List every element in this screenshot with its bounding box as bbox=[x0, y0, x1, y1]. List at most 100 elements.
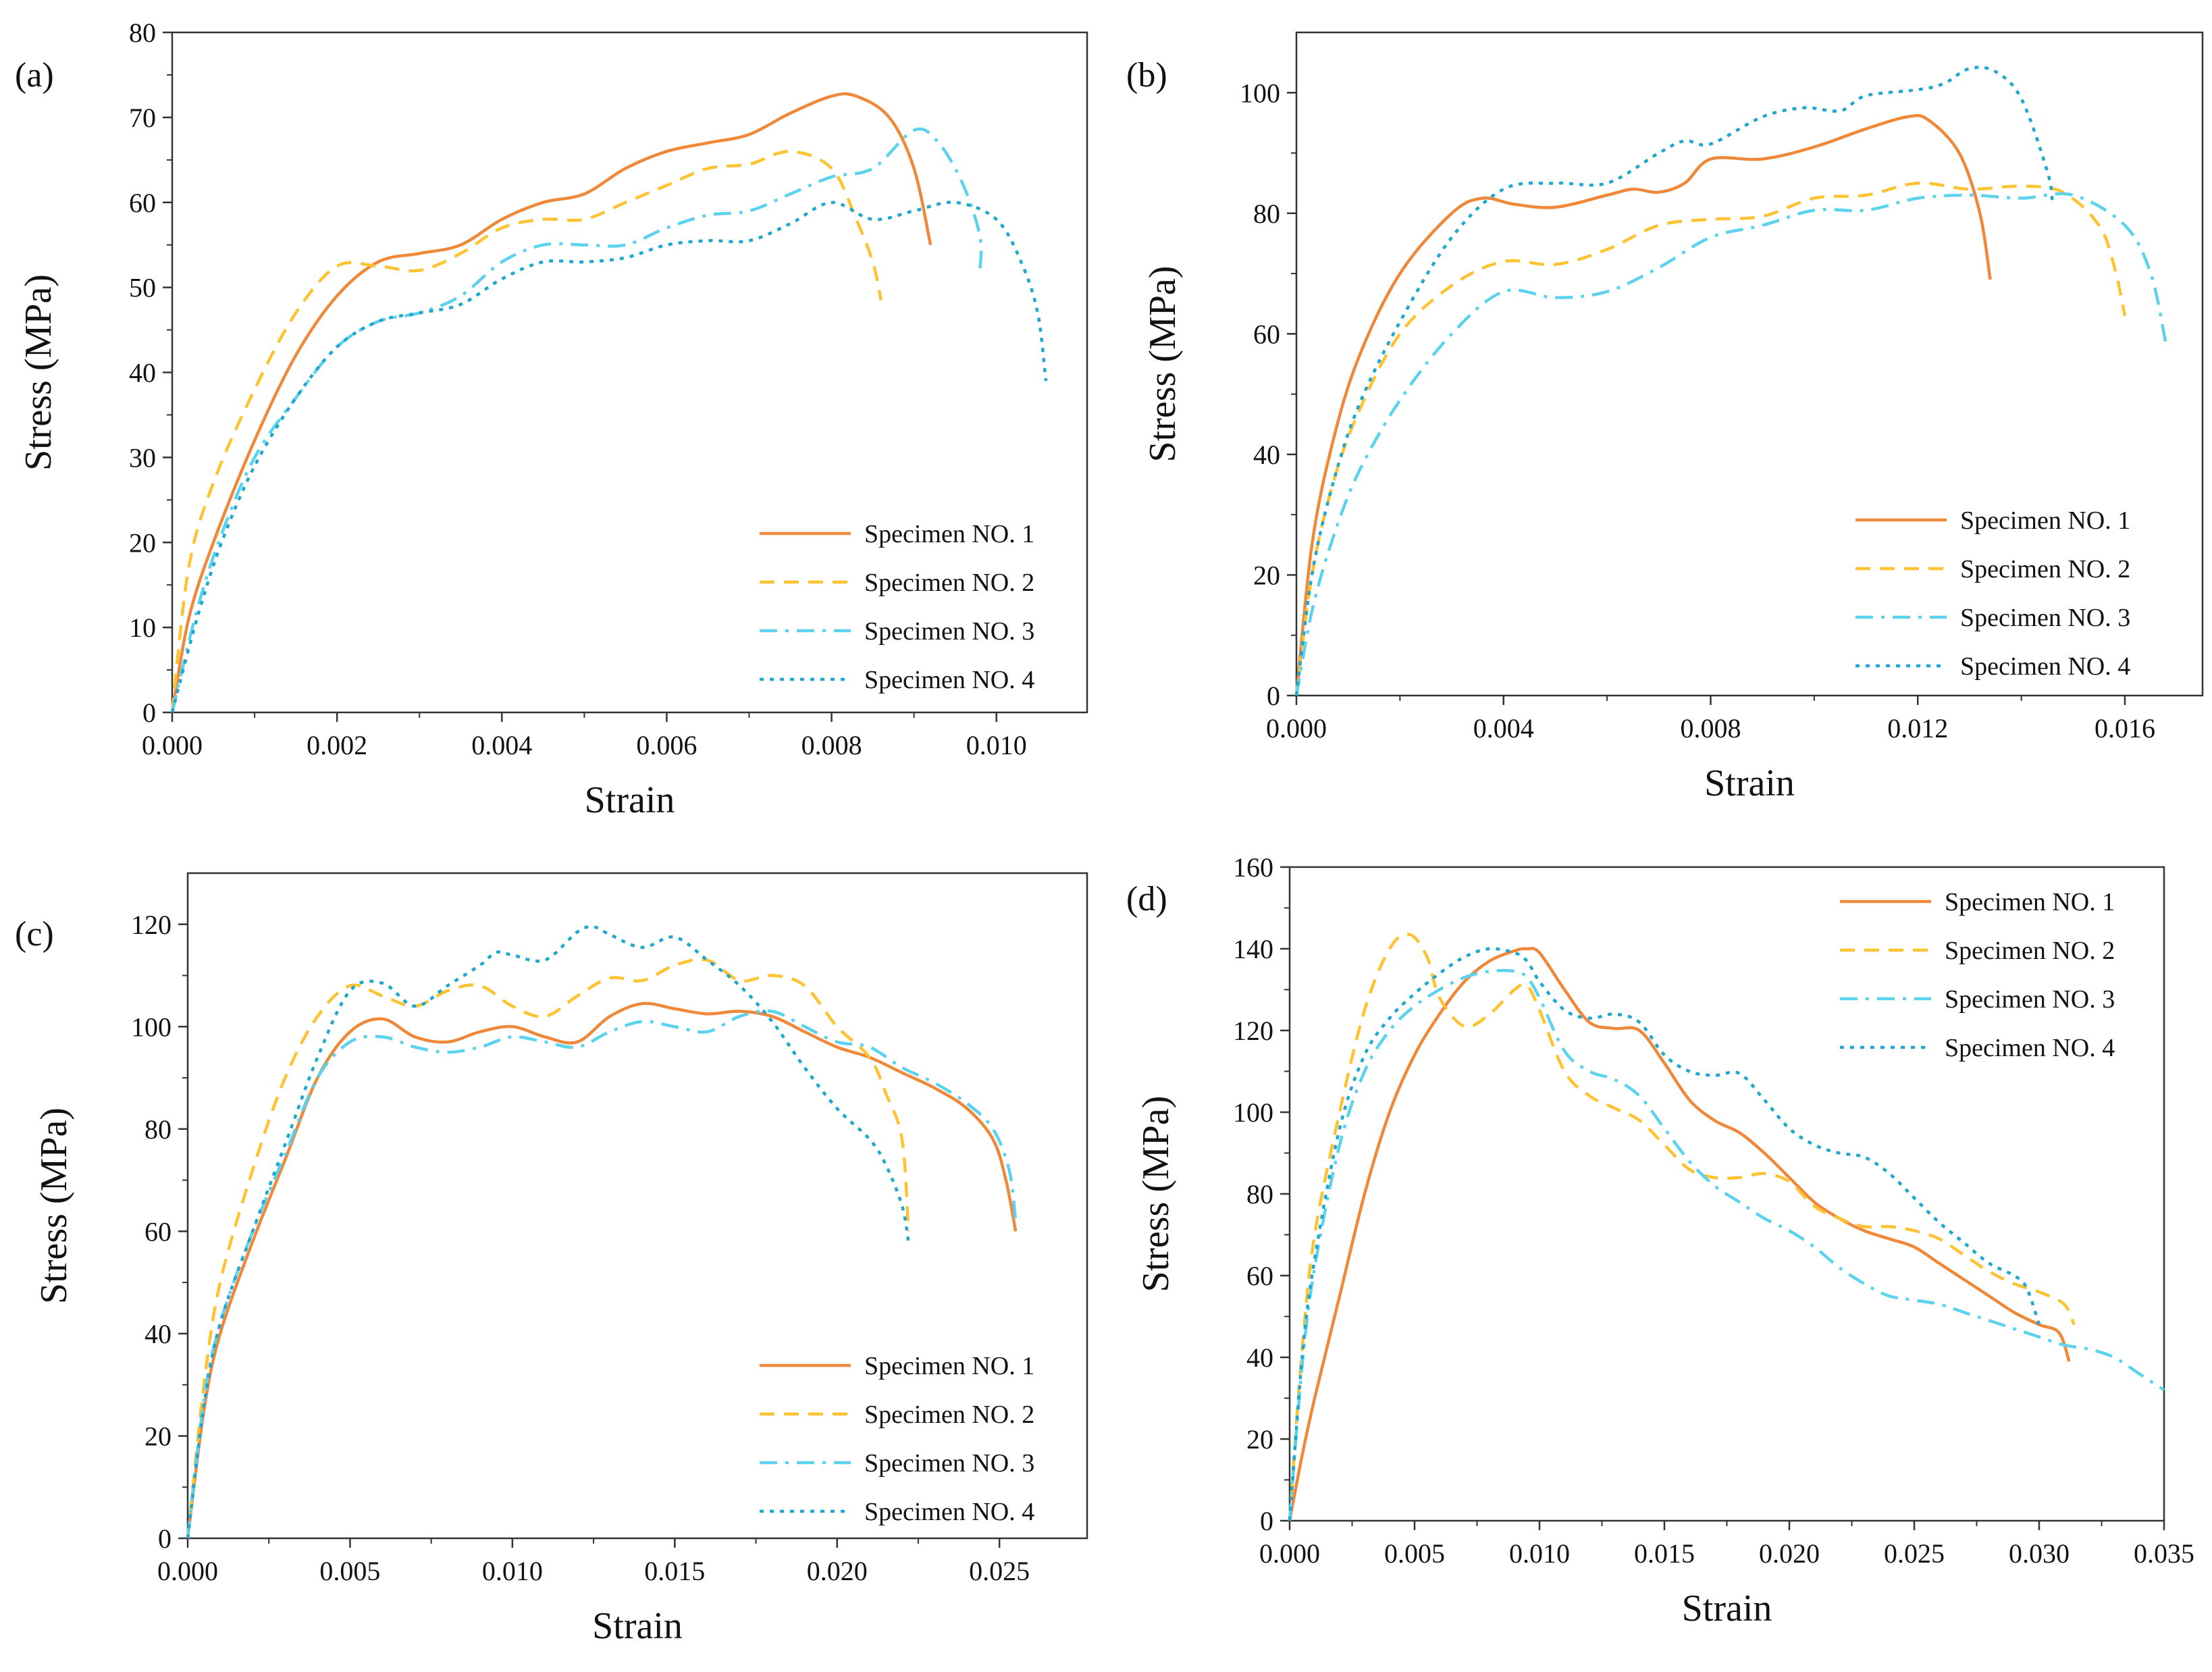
y-tick-label: 40 bbox=[1246, 1342, 1273, 1373]
y-tick-label: 60 bbox=[1246, 1261, 1273, 1291]
series-line-specimen-2 bbox=[1294, 181, 2127, 696]
legend-label-specimen-2: Specimen NO. 2 bbox=[864, 1401, 1034, 1429]
plot-frame bbox=[1295, 31, 2204, 697]
x-tick-label: 0.025 bbox=[969, 1556, 1030, 1586]
y-tick-label: 60 bbox=[144, 1216, 172, 1247]
x-tick-label: 0.005 bbox=[1384, 1538, 1445, 1569]
y-axis-title: Stress (MPa) bbox=[33, 1107, 75, 1304]
panel-d: 0.000 0.005 0.010 0.015 0.020 0.025 0.030 0.035… bbox=[1126, 852, 2194, 1629]
series-line-specimen-3 bbox=[1288, 968, 2165, 1521]
legend-label-specimen-3: Specimen NO. 3 bbox=[864, 617, 1034, 646]
x-tick-label: 0.006 bbox=[636, 730, 697, 760]
x-tick-label: 0.016 bbox=[2095, 713, 2155, 743]
y-tick-label: 20 bbox=[144, 1421, 172, 1451]
y-tick-label: 0 bbox=[1260, 1506, 1273, 1536]
panel-c: 0.000 0.005 0.010 0.015 0.020 0.025 0 20 40 60 80 1… bbox=[15, 872, 1088, 1647]
legend-label-specimen-3: Specimen NO. 3 bbox=[864, 1449, 1034, 1478]
series-line-specimen-2 bbox=[170, 149, 883, 713]
series-line-specimen-2 bbox=[1288, 933, 2076, 1521]
y-tick-label: 80 bbox=[1253, 199, 1280, 229]
series-line-specimen-4 bbox=[170, 201, 1048, 713]
legend-label-specimen-3: Specimen NO. 3 bbox=[1960, 604, 2130, 632]
y-tick-label: 140 bbox=[1233, 934, 1273, 964]
x-tick-label: 0.008 bbox=[1680, 713, 1741, 743]
y-tick-label: 30 bbox=[129, 442, 156, 473]
x-axis-title: Strain bbox=[1682, 1588, 1772, 1629]
y-tick-label: 10 bbox=[129, 612, 156, 643]
y-tick-label: 100 bbox=[1233, 1097, 1273, 1128]
y-tick-label: 0 bbox=[1267, 681, 1280, 711]
x-tick-label: 0.012 bbox=[1887, 713, 1948, 743]
y-axis-title: Stress (MPa) bbox=[18, 274, 59, 471]
series-line-specimen-1 bbox=[1288, 947, 2071, 1521]
y-tick-label: 120 bbox=[1233, 1016, 1273, 1046]
y-axis-title: Stress (MPa) bbox=[1142, 266, 1184, 463]
legend-label-specimen-3: Specimen NO. 3 bbox=[1945, 985, 2115, 1014]
x-tick-label: 0.000 bbox=[1259, 1538, 1320, 1569]
panel-label: (b) bbox=[1126, 56, 1167, 95]
y-tick-label: 0 bbox=[158, 1523, 172, 1554]
y-tick-label: 100 bbox=[131, 1012, 172, 1042]
legend-label-specimen-4: Specimen NO. 4 bbox=[864, 1498, 1034, 1526]
x-tick-label: 0.000 bbox=[1266, 713, 1327, 743]
x-tick-label: 0.035 bbox=[2134, 1538, 2194, 1569]
y-tick-label: 20 bbox=[1253, 560, 1280, 590]
y-tick-label: 160 bbox=[1233, 852, 1273, 883]
series-line-specimen-1 bbox=[1294, 113, 1992, 696]
x-tick-label: 0.000 bbox=[142, 730, 203, 760]
y-tick-label: 70 bbox=[129, 103, 156, 133]
x-axis-title: Strain bbox=[1704, 762, 1795, 804]
series-line-specimen-1 bbox=[170, 92, 932, 713]
legend-label-specimen-2: Specimen NO. 2 bbox=[1960, 555, 2130, 583]
series-line-specimen-4 bbox=[1288, 947, 2041, 1521]
x-tick-label: 0.008 bbox=[801, 730, 862, 760]
y-tick-label: 40 bbox=[144, 1319, 172, 1349]
x-tick-label: 0.002 bbox=[307, 730, 367, 760]
plot-frame bbox=[186, 872, 1088, 1540]
x-tick-label: 0.020 bbox=[1759, 1538, 1820, 1569]
panel-label: (d) bbox=[1126, 880, 1167, 918]
legend-label-specimen-4: Specimen NO. 4 bbox=[864, 666, 1034, 694]
y-tick-label: 80 bbox=[144, 1114, 172, 1145]
x-tick-label: 0.000 bbox=[157, 1556, 218, 1586]
panel-label: (c) bbox=[15, 915, 54, 953]
x-tick-label: 0.004 bbox=[471, 730, 532, 760]
legend-label-specimen-2: Specimen NO. 2 bbox=[864, 569, 1034, 597]
y-tick-label: 40 bbox=[1253, 440, 1280, 470]
x-tick-label: 0.020 bbox=[807, 1556, 868, 1586]
y-tick-label: 0 bbox=[142, 698, 156, 728]
series-line-specimen-2 bbox=[186, 958, 910, 1539]
y-tick-label: 100 bbox=[1240, 78, 1280, 108]
y-tick-label: 80 bbox=[1246, 1179, 1273, 1209]
panel-b: 0.000 0.004 0.008 0.012 0.016 0 20 40 60 80 100 Str… bbox=[1126, 31, 2204, 804]
y-tick-label: 60 bbox=[129, 188, 156, 218]
x-axis-title: Strain bbox=[592, 1605, 683, 1647]
series-line-specimen-3 bbox=[1294, 192, 2168, 696]
series-line-specimen-3 bbox=[186, 1009, 1018, 1539]
legend-label-specimen-2: Specimen NO. 2 bbox=[1945, 937, 2115, 965]
x-tick-label: 0.005 bbox=[319, 1556, 380, 1586]
y-tick-label: 20 bbox=[1246, 1424, 1273, 1455]
series-line-specimen-3 bbox=[170, 127, 983, 713]
plot-frame bbox=[171, 31, 1088, 714]
x-tick-label: 0.004 bbox=[1473, 713, 1534, 743]
panel-a: 0.000 0.002 0.004 0.006 0.008 0.010 0 10 20 30 40 5… bbox=[15, 18, 1088, 821]
y-axis-title: Stress (MPa) bbox=[1135, 1096, 1177, 1292]
y-tick-label: 60 bbox=[1253, 319, 1280, 349]
series-line-specimen-1 bbox=[186, 1001, 1018, 1539]
legend-label-specimen-1: Specimen NO. 1 bbox=[864, 1352, 1034, 1380]
legend-label-specimen-1: Specimen NO. 1 bbox=[1960, 506, 2130, 535]
y-tick-label: 20 bbox=[129, 527, 156, 558]
legend-label-specimen-4: Specimen NO. 4 bbox=[1960, 652, 2130, 681]
series-line-specimen-4 bbox=[1294, 66, 2054, 696]
x-tick-label: 0.030 bbox=[2009, 1538, 2070, 1569]
y-tick-label: 50 bbox=[129, 273, 156, 303]
panel-label: (a) bbox=[15, 56, 54, 95]
legend-label-specimen-1: Specimen NO. 1 bbox=[864, 520, 1034, 548]
x-tick-label: 0.010 bbox=[1509, 1538, 1570, 1569]
x-tick-label: 0.010 bbox=[482, 1556, 543, 1586]
x-tick-label: 0.015 bbox=[1634, 1538, 1695, 1569]
y-tick-label: 120 bbox=[131, 910, 172, 940]
x-tick-label: 0.015 bbox=[644, 1556, 705, 1586]
